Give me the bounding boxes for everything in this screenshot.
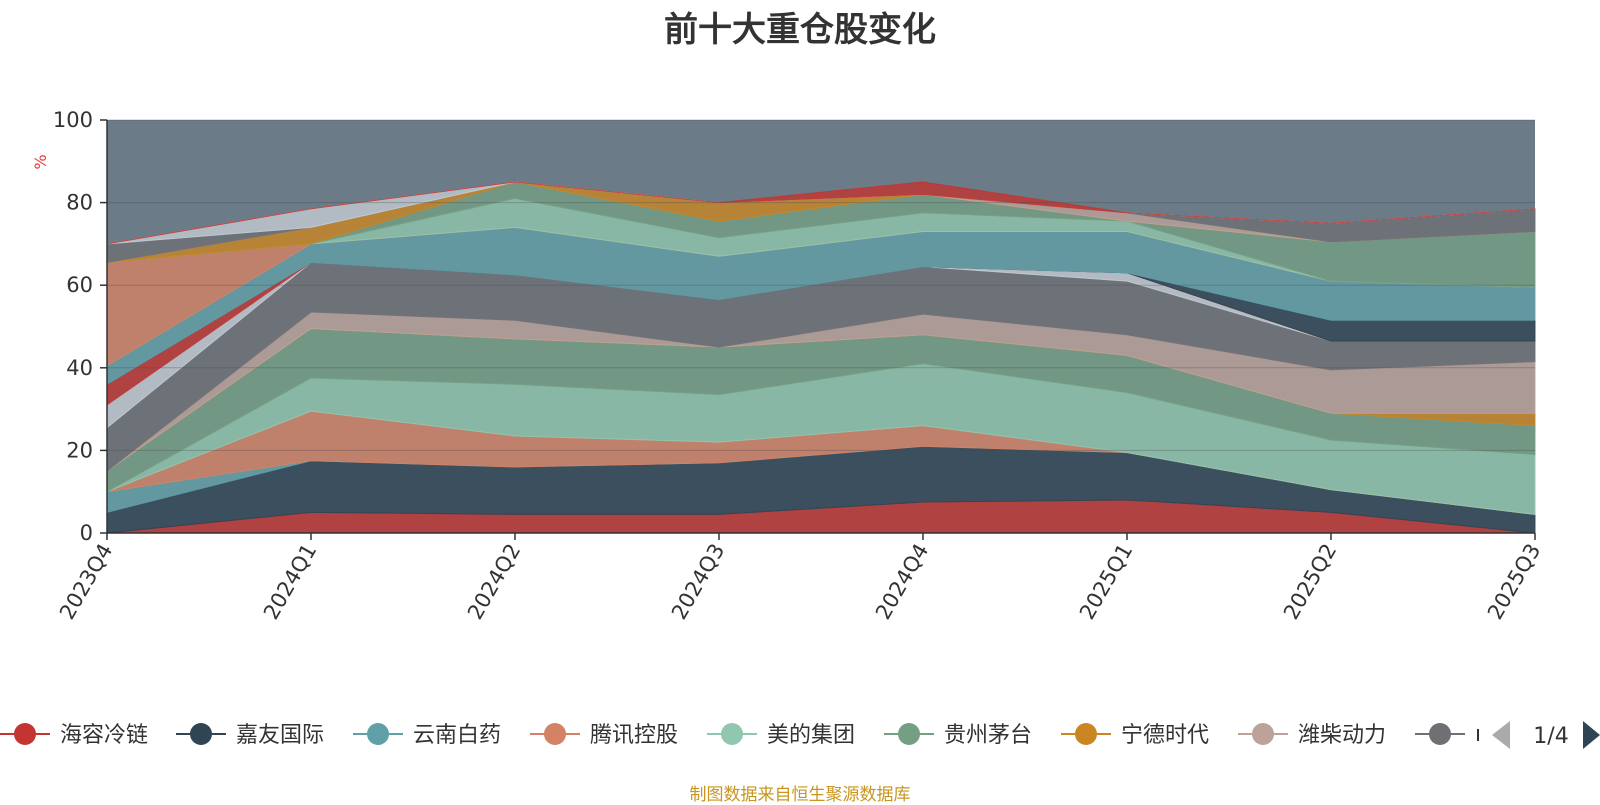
- legend-marker-icon: [190, 723, 212, 745]
- legend-marker-icon: [1075, 723, 1097, 745]
- legend-item[interactable]: 海容冷链: [0, 723, 148, 748]
- legend-marker-icon: [14, 723, 36, 745]
- legend-marker-icon: [544, 723, 566, 745]
- legend-item[interactable]: 嘉友国际: [176, 723, 324, 748]
- legend-label: 美的集团: [767, 723, 855, 748]
- y-tick-label: 60: [66, 273, 93, 297]
- y-tick-label: 40: [66, 356, 93, 380]
- legend-marker-icon: [1252, 723, 1274, 745]
- y-axis-label: %: [31, 154, 50, 169]
- x-tick-label: 2025Q1: [1075, 540, 1137, 624]
- legend-marker-icon: [898, 723, 920, 745]
- legend-next-page-icon[interactable]: [1583, 721, 1600, 749]
- legend-item[interactable]: [1415, 723, 1465, 745]
- source-note: 制图数据来自恒生聚源数据库: [689, 785, 911, 805]
- legend-item[interactable]: 云南白药: [353, 723, 501, 748]
- legend-label: 云南白药: [413, 723, 501, 748]
- x-tick-label: 2024Q3: [667, 540, 729, 624]
- legend-label: 贵州茅台: [944, 723, 1032, 748]
- legend-item[interactable]: 美的集团: [707, 723, 855, 748]
- y-tick-label: 80: [66, 191, 93, 215]
- legend-truncated-text: [1477, 729, 1479, 741]
- legend-item[interactable]: 贵州茅台: [884, 723, 1032, 748]
- area-series-group: [106, 181, 1536, 534]
- legend-label: 海容冷链: [60, 723, 148, 748]
- y-tick-label: 0: [80, 521, 93, 545]
- legend-marker-icon: [721, 723, 743, 745]
- x-tick-label: 2024Q1: [259, 540, 321, 624]
- legend-page-indicator: 1/4: [1533, 724, 1568, 749]
- legend-prev-page-icon[interactable]: [1492, 721, 1510, 749]
- legend-marker-icon: [1429, 723, 1451, 745]
- legend-label: 潍柴动力: [1298, 723, 1386, 748]
- y-tick-label: 20: [66, 438, 93, 462]
- legend-label: 腾讯控股: [590, 723, 678, 748]
- x-tick-label: 2025Q3: [1483, 540, 1545, 624]
- chart-title: 前十大重仓股变化: [664, 10, 936, 50]
- legend-item[interactable]: 宁德时代: [1061, 723, 1209, 748]
- legend-item[interactable]: 潍柴动力: [1238, 723, 1386, 748]
- x-tick-label: 2025Q2: [1279, 540, 1341, 624]
- y-tick-label: 100: [53, 108, 93, 132]
- legend-label: 嘉友国际: [236, 723, 324, 748]
- x-tick-label: 2024Q4: [871, 540, 933, 624]
- x-tick-label: 2024Q2: [463, 540, 525, 624]
- area-series-21: [106, 181, 1536, 245]
- x-tick-label: 2023Q4: [55, 540, 117, 624]
- legend-label: 宁德时代: [1121, 723, 1209, 748]
- legend-marker-icon: [367, 723, 389, 745]
- legend-item[interactable]: 腾讯控股: [530, 723, 678, 748]
- legend: 海容冷链 嘉友国际 云南白药 腾讯控股 美的集团 贵州茅台 宁德时代 潍柴动力 1/4: [0, 721, 1600, 749]
